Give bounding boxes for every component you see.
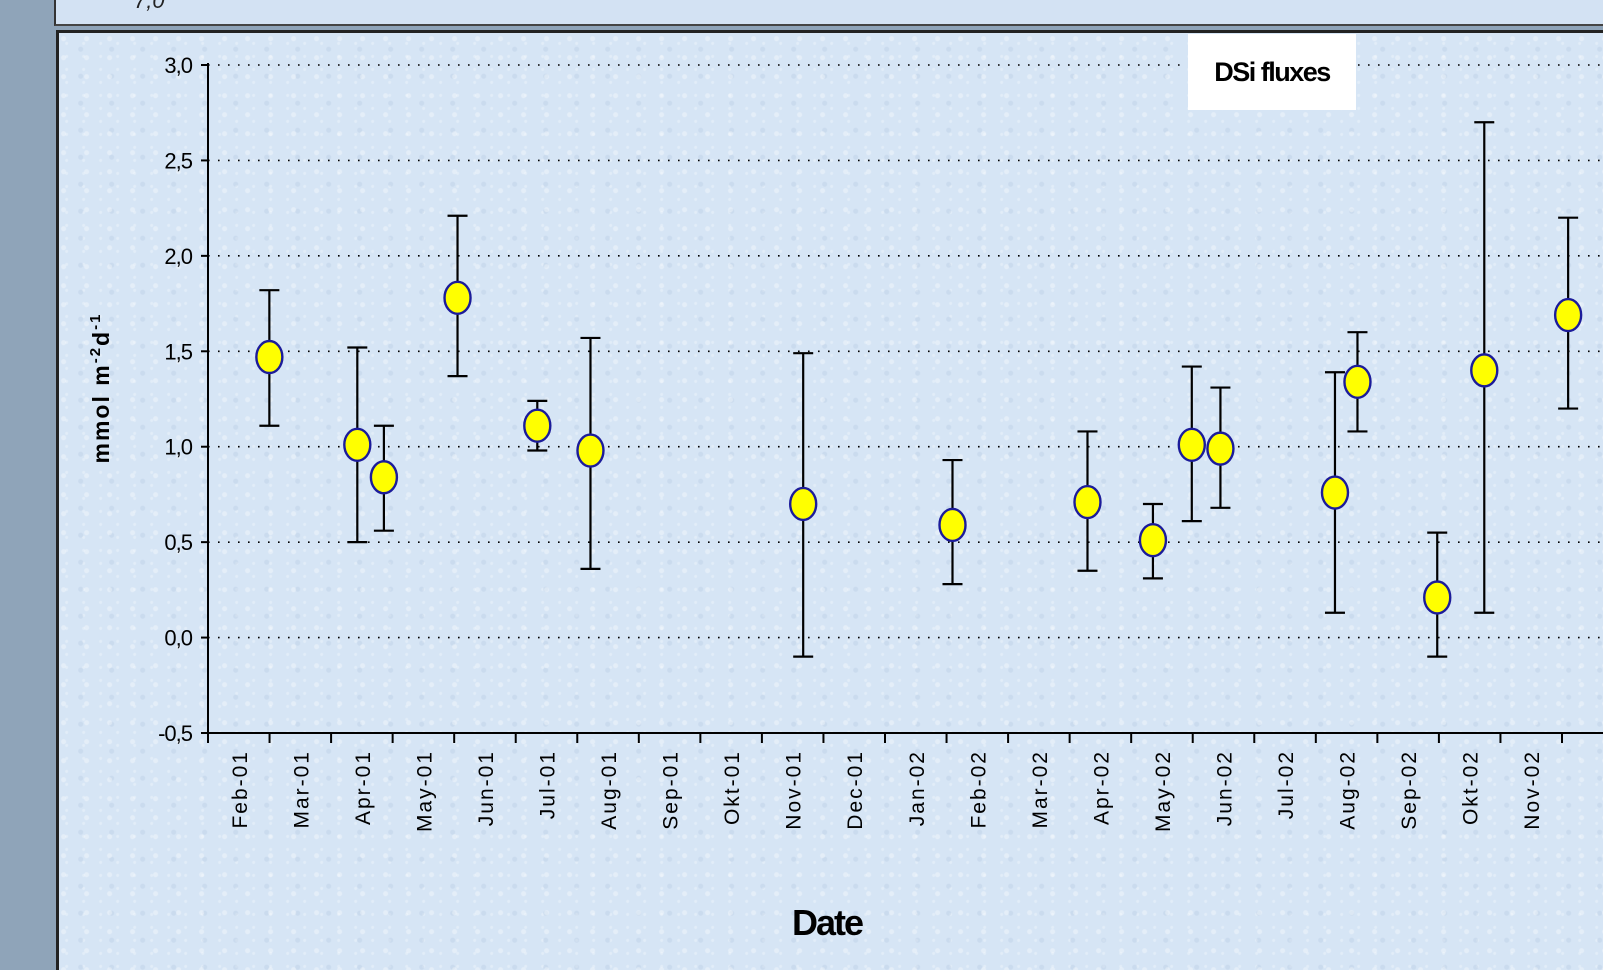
x-tick-label: May-02 <box>1152 750 1175 832</box>
x-tick-label: Jun-02 <box>1214 750 1237 826</box>
data-point <box>255 339 284 375</box>
x-tick-label: Nov-01 <box>783 750 806 830</box>
x-tick-label: Aug-02 <box>1337 750 1360 830</box>
x-tick-label: Feb-02 <box>967 750 990 829</box>
axis-layer: 3,0 2,5 2,0 1,5 1,0 0,5 0,0 -0,5 Feb-01 Mar-01 Apr… <box>158 53 1603 832</box>
x-tick-label: Okt-02 <box>1460 750 1483 825</box>
x-axis-title: Date <box>792 902 863 943</box>
data-point <box>938 507 967 543</box>
data-point <box>1423 580 1452 615</box>
left-margin-strip <box>0 0 50 970</box>
data-point <box>343 427 372 463</box>
x-tick-label: Okt-01 <box>721 750 744 825</box>
y-tick-label: 1,0 <box>164 435 192 460</box>
data-point <box>443 280 472 316</box>
data-point <box>1138 523 1168 558</box>
data-point <box>1343 364 1372 400</box>
x-tick-label: Mar-01 <box>290 750 313 829</box>
title-box <box>1188 34 1356 110</box>
x-tick-label: Sep-01 <box>660 750 683 830</box>
x-tick-label: May-01 <box>413 750 436 832</box>
x-tick-label: Jul-01 <box>537 750 560 819</box>
x-tick-label: Sep-02 <box>1398 750 1421 830</box>
y-tick-label: 3,0 <box>164 53 192 78</box>
y-axis-title: mmol m-2d-1 <box>87 313 114 464</box>
x-tick-label: Aug-01 <box>598 750 621 830</box>
x-tick-label: Nov-02 <box>1521 750 1544 830</box>
x-tick-label: Feb-01 <box>229 750 252 829</box>
x-tick-label: Apr-02 <box>1090 750 1113 825</box>
x-tick-label: Jan-02 <box>906 750 929 826</box>
x-tick-label: Mar-02 <box>1029 750 1052 829</box>
chart-frame: 3,0 2,5 2,0 1,5 1,0 0,5 0,0 -0,5 Feb-01 Mar-01 Apr… <box>56 30 1603 970</box>
x-tick-label: Dec-01 <box>844 750 867 830</box>
y-tick-label: 0,0 <box>164 626 192 651</box>
y-tick-label: -0,5 <box>158 721 193 746</box>
y-tick-label: 0,5 <box>164 530 192 555</box>
data-point <box>576 433 605 468</box>
y-tick-label: 2,0 <box>164 244 192 269</box>
data-point <box>1320 475 1350 510</box>
data-point <box>788 486 818 522</box>
x-tick-label: Jun-01 <box>475 750 498 826</box>
x-tick-label: Jul-02 <box>1275 750 1298 819</box>
data-point <box>1073 484 1102 520</box>
x-tick-label: Apr-01 <box>352 750 375 825</box>
data-point <box>1206 431 1235 466</box>
y-tick-label: 2,5 <box>164 148 192 173</box>
dsi-flux-chart: 3,0 2,5 2,0 1,5 1,0 0,5 0,0 -0,5 Feb-01 Mar-01 Apr… <box>87 34 1603 943</box>
data-point <box>369 460 399 495</box>
data-point <box>523 408 552 443</box>
chart-title: DSi fluxes <box>1214 57 1330 87</box>
previous-chart-tick-label: 7,0 <box>134 0 165 13</box>
grid-layer <box>208 64 1603 639</box>
data-point <box>1470 353 1499 388</box>
y-tick-label: 1,5 <box>164 339 192 364</box>
data-point <box>1177 427 1206 463</box>
previous-chart-strip: 7,0 <box>54 0 1603 26</box>
mark-layer <box>255 121 1583 658</box>
data-point <box>1553 297 1583 333</box>
